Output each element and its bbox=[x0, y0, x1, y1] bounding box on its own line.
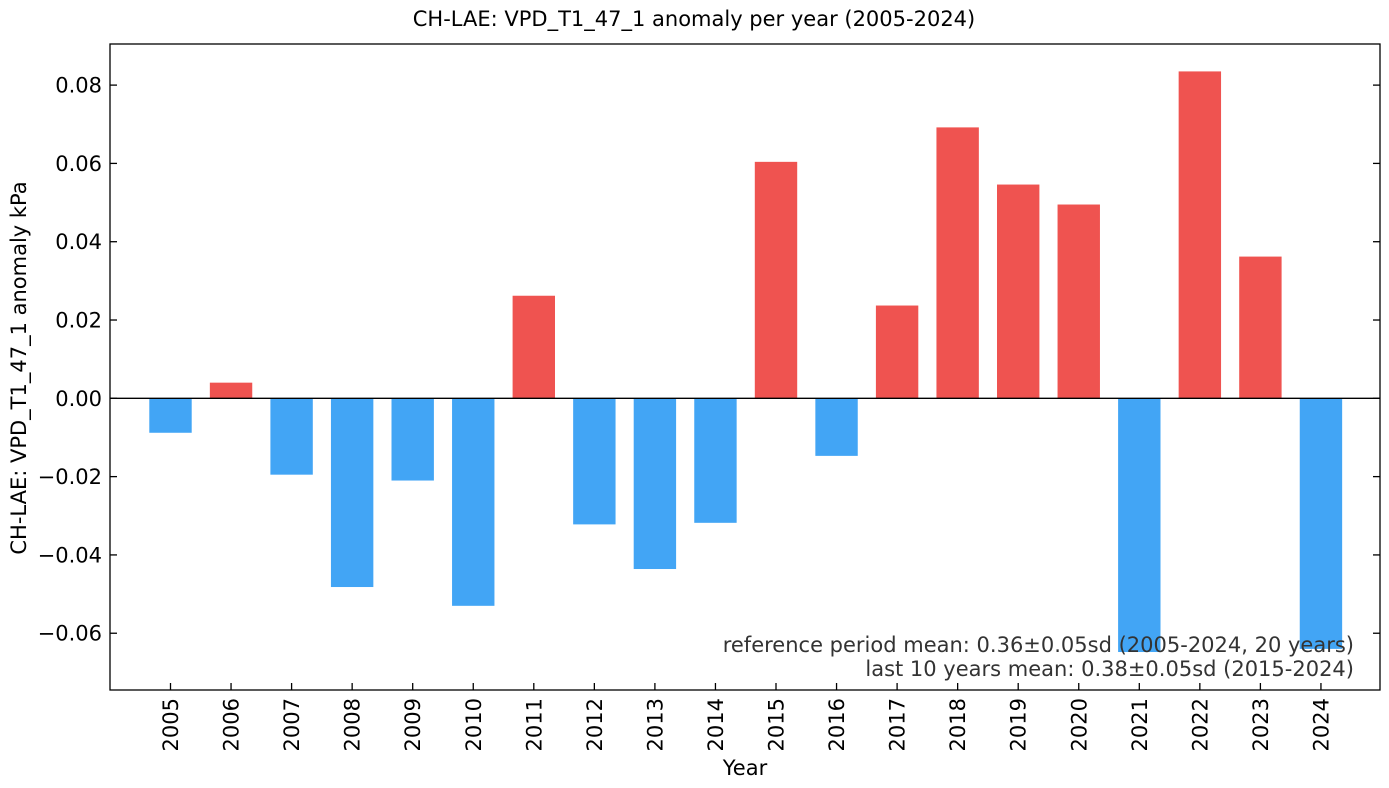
x-tick-label: 2019 bbox=[1007, 698, 1031, 751]
y-ticks: −0.06 −0.04 −0.02 0.00 0.02 0.04 0.06 0.08 bbox=[38, 74, 1380, 646]
x-tick-label: 2005 bbox=[159, 698, 183, 751]
x-tick-label: 2009 bbox=[401, 698, 425, 751]
y-tick-label: 0.08 bbox=[55, 74, 102, 98]
bar-2020 bbox=[1057, 204, 1100, 399]
bar-2011 bbox=[512, 295, 555, 399]
y-tick-label: −0.04 bbox=[38, 543, 102, 567]
bar-2018 bbox=[936, 127, 979, 399]
bar-2006 bbox=[209, 382, 253, 399]
x-tick-label: 2024 bbox=[1309, 698, 1333, 751]
bar-2023 bbox=[1239, 256, 1282, 399]
bar-2009 bbox=[391, 398, 434, 481]
x-tick-label: 2015 bbox=[765, 698, 789, 751]
y-tick-label: −0.02 bbox=[38, 465, 102, 489]
bar-2013 bbox=[633, 398, 677, 570]
x-tick-label: 2018 bbox=[946, 698, 970, 751]
y-tick-label: −0.06 bbox=[38, 622, 102, 646]
x-tick-label: 2014 bbox=[704, 698, 728, 751]
bar-2022 bbox=[1178, 71, 1222, 399]
bar-2024 bbox=[1299, 398, 1343, 649]
y-tick-label: 0.06 bbox=[55, 152, 102, 176]
bar-2005 bbox=[149, 398, 192, 433]
y-tick-label: 0.02 bbox=[55, 309, 102, 333]
bar-2012 bbox=[573, 398, 616, 525]
bar-2021 bbox=[1118, 398, 1161, 653]
bar-2014 bbox=[694, 398, 737, 523]
bar-2010 bbox=[452, 398, 495, 606]
bar-2015 bbox=[754, 161, 798, 399]
x-tick-label: 2016 bbox=[825, 698, 849, 751]
x-tick-label: 2008 bbox=[341, 698, 365, 751]
x-tick-label: 2023 bbox=[1249, 698, 1273, 751]
x-tick-label: 2022 bbox=[1188, 698, 1212, 751]
bar-2019 bbox=[997, 184, 1040, 399]
bar-2016 bbox=[815, 398, 858, 456]
x-tick-label: 2007 bbox=[280, 698, 304, 751]
annotation-reference-mean: reference period mean: 0.36±0.05sd (2005… bbox=[723, 633, 1354, 657]
x-tick-label: 2013 bbox=[643, 698, 667, 751]
x-tick-label: 2006 bbox=[220, 698, 244, 751]
chart-title: CH-LAE: VPD_T1_47_1 anomaly per year (20… bbox=[413, 7, 975, 32]
plot-frame bbox=[109, 43, 1381, 691]
y-axis-label: CH-LAE: VPD_T1_47_1 anomaly kPa bbox=[7, 181, 32, 554]
x-ticks: 2005 2006 2007 2008 2009 2010 2011 2012 2013 2014… bbox=[159, 683, 1333, 751]
x-axis-label: Year bbox=[722, 756, 768, 780]
annotation-last-10-years-mean: last 10 years mean: 0.38±0.05sd (2015-20… bbox=[865, 657, 1354, 681]
x-tick-label: 2020 bbox=[1067, 698, 1091, 751]
bar-2008 bbox=[330, 398, 374, 588]
x-tick-label: 2012 bbox=[583, 698, 607, 751]
bar-2007 bbox=[270, 398, 313, 475]
x-tick-label: 2010 bbox=[462, 698, 486, 751]
x-tick-label: 2017 bbox=[886, 698, 910, 751]
y-tick-label: 0.04 bbox=[55, 230, 102, 254]
bar-2017 bbox=[875, 305, 919, 399]
x-tick-label: 2021 bbox=[1128, 698, 1152, 751]
x-tick-label: 2011 bbox=[522, 698, 546, 751]
bars-group bbox=[149, 71, 1343, 653]
y-tick-label: 0.00 bbox=[55, 387, 102, 411]
